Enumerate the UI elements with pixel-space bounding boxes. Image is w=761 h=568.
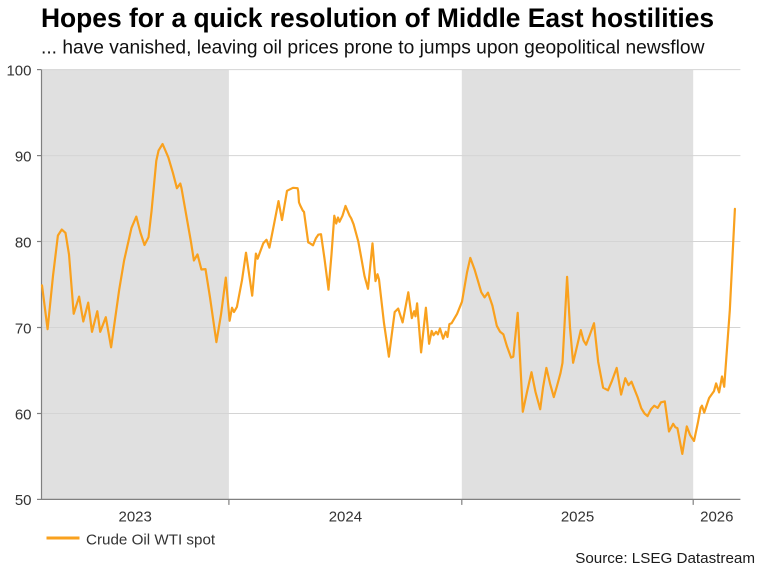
- svg-text:Source: LSEG Datastream: Source: LSEG Datastream: [575, 550, 755, 567]
- svg-text:100: 100: [6, 62, 31, 79]
- svg-text:2024: 2024: [329, 509, 362, 526]
- svg-text:70: 70: [15, 320, 32, 337]
- svg-text:90: 90: [15, 148, 32, 165]
- svg-text:50: 50: [15, 492, 32, 509]
- svg-text:Hopes for a quick resolution o: Hopes for a quick resolution of Middle E…: [41, 3, 714, 33]
- svg-text:Crude Oil WTI spot: Crude Oil WTI spot: [86, 532, 216, 549]
- svg-text:2026: 2026: [700, 509, 733, 526]
- svg-text:60: 60: [15, 406, 32, 423]
- svg-text:2025: 2025: [561, 509, 594, 526]
- svg-text:80: 80: [15, 234, 32, 251]
- svg-text:... have vanished, leaving oil: ... have vanished, leaving oil prices pr…: [41, 38, 705, 59]
- svg-text:2023: 2023: [119, 509, 152, 526]
